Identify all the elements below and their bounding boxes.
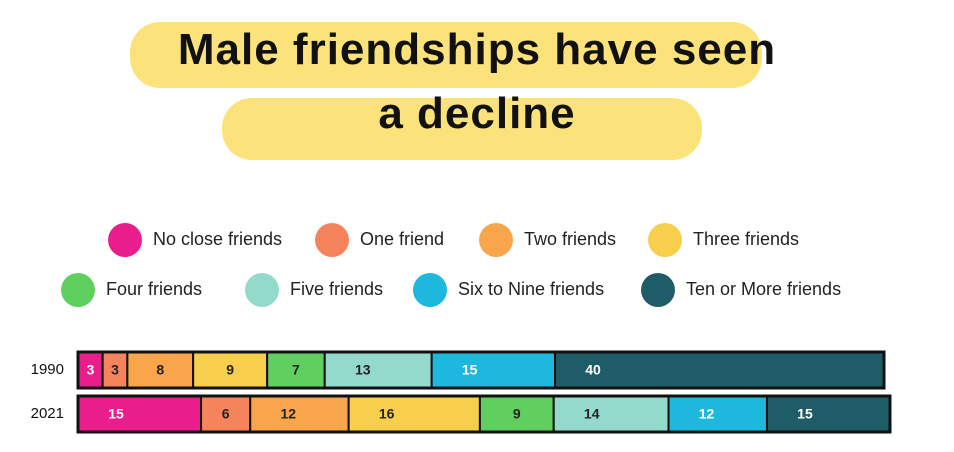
bar-segment bbox=[667, 395, 768, 433]
data-label: 12 bbox=[280, 406, 296, 422]
data-label: 12 bbox=[699, 406, 715, 422]
data-label: 6 bbox=[222, 406, 230, 422]
bar-segment bbox=[552, 395, 670, 433]
bar-segment bbox=[266, 351, 326, 389]
bar-segment bbox=[347, 395, 481, 433]
bar-segment bbox=[101, 351, 129, 389]
data-label: 15 bbox=[462, 362, 478, 378]
data-label: 16 bbox=[379, 406, 395, 422]
data-label: 15 bbox=[108, 406, 124, 422]
bar-segment bbox=[554, 351, 885, 389]
legend-label: Ten or More friends bbox=[686, 279, 841, 299]
bar-segment bbox=[249, 395, 350, 433]
chart-title: Male friendships have seen a decline bbox=[177, 25, 777, 138]
legend-swatch bbox=[315, 223, 349, 257]
data-label: 9 bbox=[226, 362, 234, 378]
legend-label: One friend bbox=[360, 229, 444, 249]
data-label: 7 bbox=[292, 362, 300, 378]
legend-swatch bbox=[61, 273, 95, 307]
bar-outline bbox=[76, 350, 886, 390]
data-label: 3 bbox=[111, 362, 119, 378]
legend-label: Five friends bbox=[290, 279, 383, 299]
legend-label: Four friends bbox=[106, 279, 202, 299]
bar-outline bbox=[76, 394, 892, 434]
data-label: 13 bbox=[355, 362, 371, 378]
legend-swatch bbox=[108, 223, 142, 257]
title-highlight bbox=[222, 98, 702, 160]
legend-swatch bbox=[413, 273, 447, 307]
legend-swatch bbox=[479, 223, 513, 257]
legend-label: Three friends bbox=[693, 229, 799, 249]
data-label: 40 bbox=[585, 362, 601, 378]
bar-segment bbox=[430, 351, 557, 389]
bar-segment bbox=[323, 351, 433, 389]
legend-label: Six to Nine friends bbox=[458, 279, 604, 299]
legend-swatch bbox=[648, 223, 682, 257]
legend-swatch bbox=[641, 273, 675, 307]
title-highlight bbox=[130, 22, 762, 88]
legend-label: Two friends bbox=[524, 229, 616, 249]
bar-segment bbox=[765, 395, 892, 433]
data-label: 15 bbox=[797, 406, 813, 422]
legend-swatch bbox=[245, 273, 279, 307]
data-label: 8 bbox=[156, 362, 164, 378]
data-label: 3 bbox=[86, 362, 94, 378]
data-label: 9 bbox=[513, 406, 521, 422]
y-tick-label: 1990 bbox=[31, 361, 64, 378]
legend-label: No close friends bbox=[153, 229, 282, 249]
data-label: 14 bbox=[584, 406, 600, 422]
bar-segment bbox=[77, 395, 203, 433]
y-tick-label: 2021 bbox=[31, 405, 64, 422]
bar-segment bbox=[200, 395, 252, 433]
